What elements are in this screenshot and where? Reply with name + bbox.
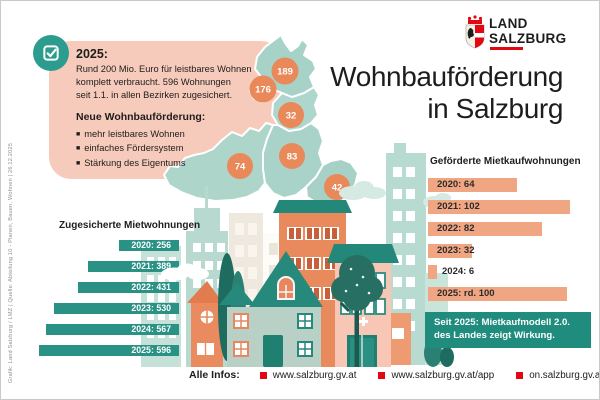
right-chart-title: Geförderte Mietkaufwohnungen [430,156,581,167]
arched-gable-window [277,276,295,300]
white-building [263,233,301,367]
bar-2020-mietwohnungen: 2020: 256 [119,240,179,251]
salmon-annex [385,313,411,365]
marker-lungau-value: 42 [332,183,343,194]
bar-2023-mietwohnungen: 2023: 530 [54,303,179,314]
info-box-subheading: Neue Wohnbauförderung: [76,111,206,124]
pink-building [327,244,399,367]
white-cloud [161,263,209,281]
footer-link-app[interactable]: www.salzburg.gv.at/app [378,370,494,381]
note-box: Seit 2025: Mietkaufmodell 2.0. des Lande… [425,312,591,348]
skyline-foreground [187,200,454,367]
orange-building-windows [287,227,339,300]
bar-2022-mietwohnungen: 2022: 431 [78,282,179,293]
marker-lungau [324,174,350,200]
left-chart-title: Zugesicherte Mietwohnungen [59,220,201,231]
bar-2022-mietkauf: 2022: 82 [428,222,588,236]
leafy-tree [331,255,383,367]
title-line-2: in Salzburg [427,92,563,124]
logo-wordmark: LAND SALZBURG [489,16,567,46]
info-box-bullet: ■ einfaches Fördersystem [76,143,184,154]
crown [467,15,483,24]
bar-2025-mietwohnungen: 2025: 596 [39,345,179,356]
bar-2021-mietkauf: 2021: 102 [428,200,588,214]
red-square-icon [378,371,386,379]
bar-2023-mietkauf: 2023: 32 [428,244,588,258]
annex-window [392,328,404,339]
cross-ornament [359,317,368,326]
footer: Alle Infos: www.salzburg.gv.at www.salzb… [189,369,599,381]
info-box-bullet: ■ mehr leistbares Wohnen [76,129,185,140]
bar-2025-mietkauf: 2025: rd. 100 [428,287,588,301]
land-salzburg-crest-icon [465,15,485,49]
bar-2024-mietwohnungen: 2024: 567 [46,324,179,335]
beige-building [229,213,263,367]
double-door [347,335,377,367]
logo-line-salzburg: SALZBURG [489,30,567,46]
house-door [263,335,283,367]
checkbox-icon [43,45,59,61]
info-box-line: Rund 200 Mio. Euro für leistbares Wohnen [76,64,252,74]
note-line-1: Seit 2025: Mietkaufmodell 2.0. [434,317,570,328]
small-orange-house [187,281,223,367]
square-bullet-icon: ■ [76,145,81,153]
info-box-heading: 2025: [76,47,108,61]
info-box-line: komplett verbraucht. 596 Wohnungen [76,77,231,88]
cypress-trees [218,253,246,363]
lion-silhouette [467,28,474,39]
square-bullet-icon: ■ [76,159,81,167]
info-box-line: seit 1.1. in allen Bezirken zugesichert. [76,90,233,101]
red-square-icon [516,371,524,379]
marker-tennengau-value: 32 [286,111,297,122]
title-line-1: Wohnbauförderung [330,61,563,92]
checkmark-badge [33,35,69,71]
square-bullet-icon: ■ [76,131,81,139]
credit-line: Grafik: Land Salzburg / LMZ | Quelle: Ab… [8,142,14,383]
bar-2020-mietkauf: 2020: 64 [428,178,588,192]
logo-red-underline [490,47,523,50]
orange-apartment-building [273,200,352,367]
footer-link-web[interactable]: www.salzburg.gv.at [259,370,356,381]
footer-label: Alle Infos: [189,369,240,381]
footer-link-social[interactable]: on.salzburg.gv.at [516,370,599,381]
note-line-2: des Landes zeigt Wirkung. [434,329,555,341]
red-square-icon [259,371,267,379]
info-box-content: 2025: Rund 200 Mio. Euro für leistbares … [76,47,276,170]
page-title: Wohnbauförderung in Salzburg [330,61,563,124]
teal-skyscraper [386,143,426,365]
district-lungau [305,158,359,208]
marker-pongau-value: 83 [287,152,298,163]
gabled-sage-house [219,251,323,367]
logo-line-land: LAND [489,16,528,31]
bar-2024-mietkauf: 2024: 6 [428,265,588,279]
info-box-bullet: ■ Stärkung des Eigentums [76,157,186,168]
